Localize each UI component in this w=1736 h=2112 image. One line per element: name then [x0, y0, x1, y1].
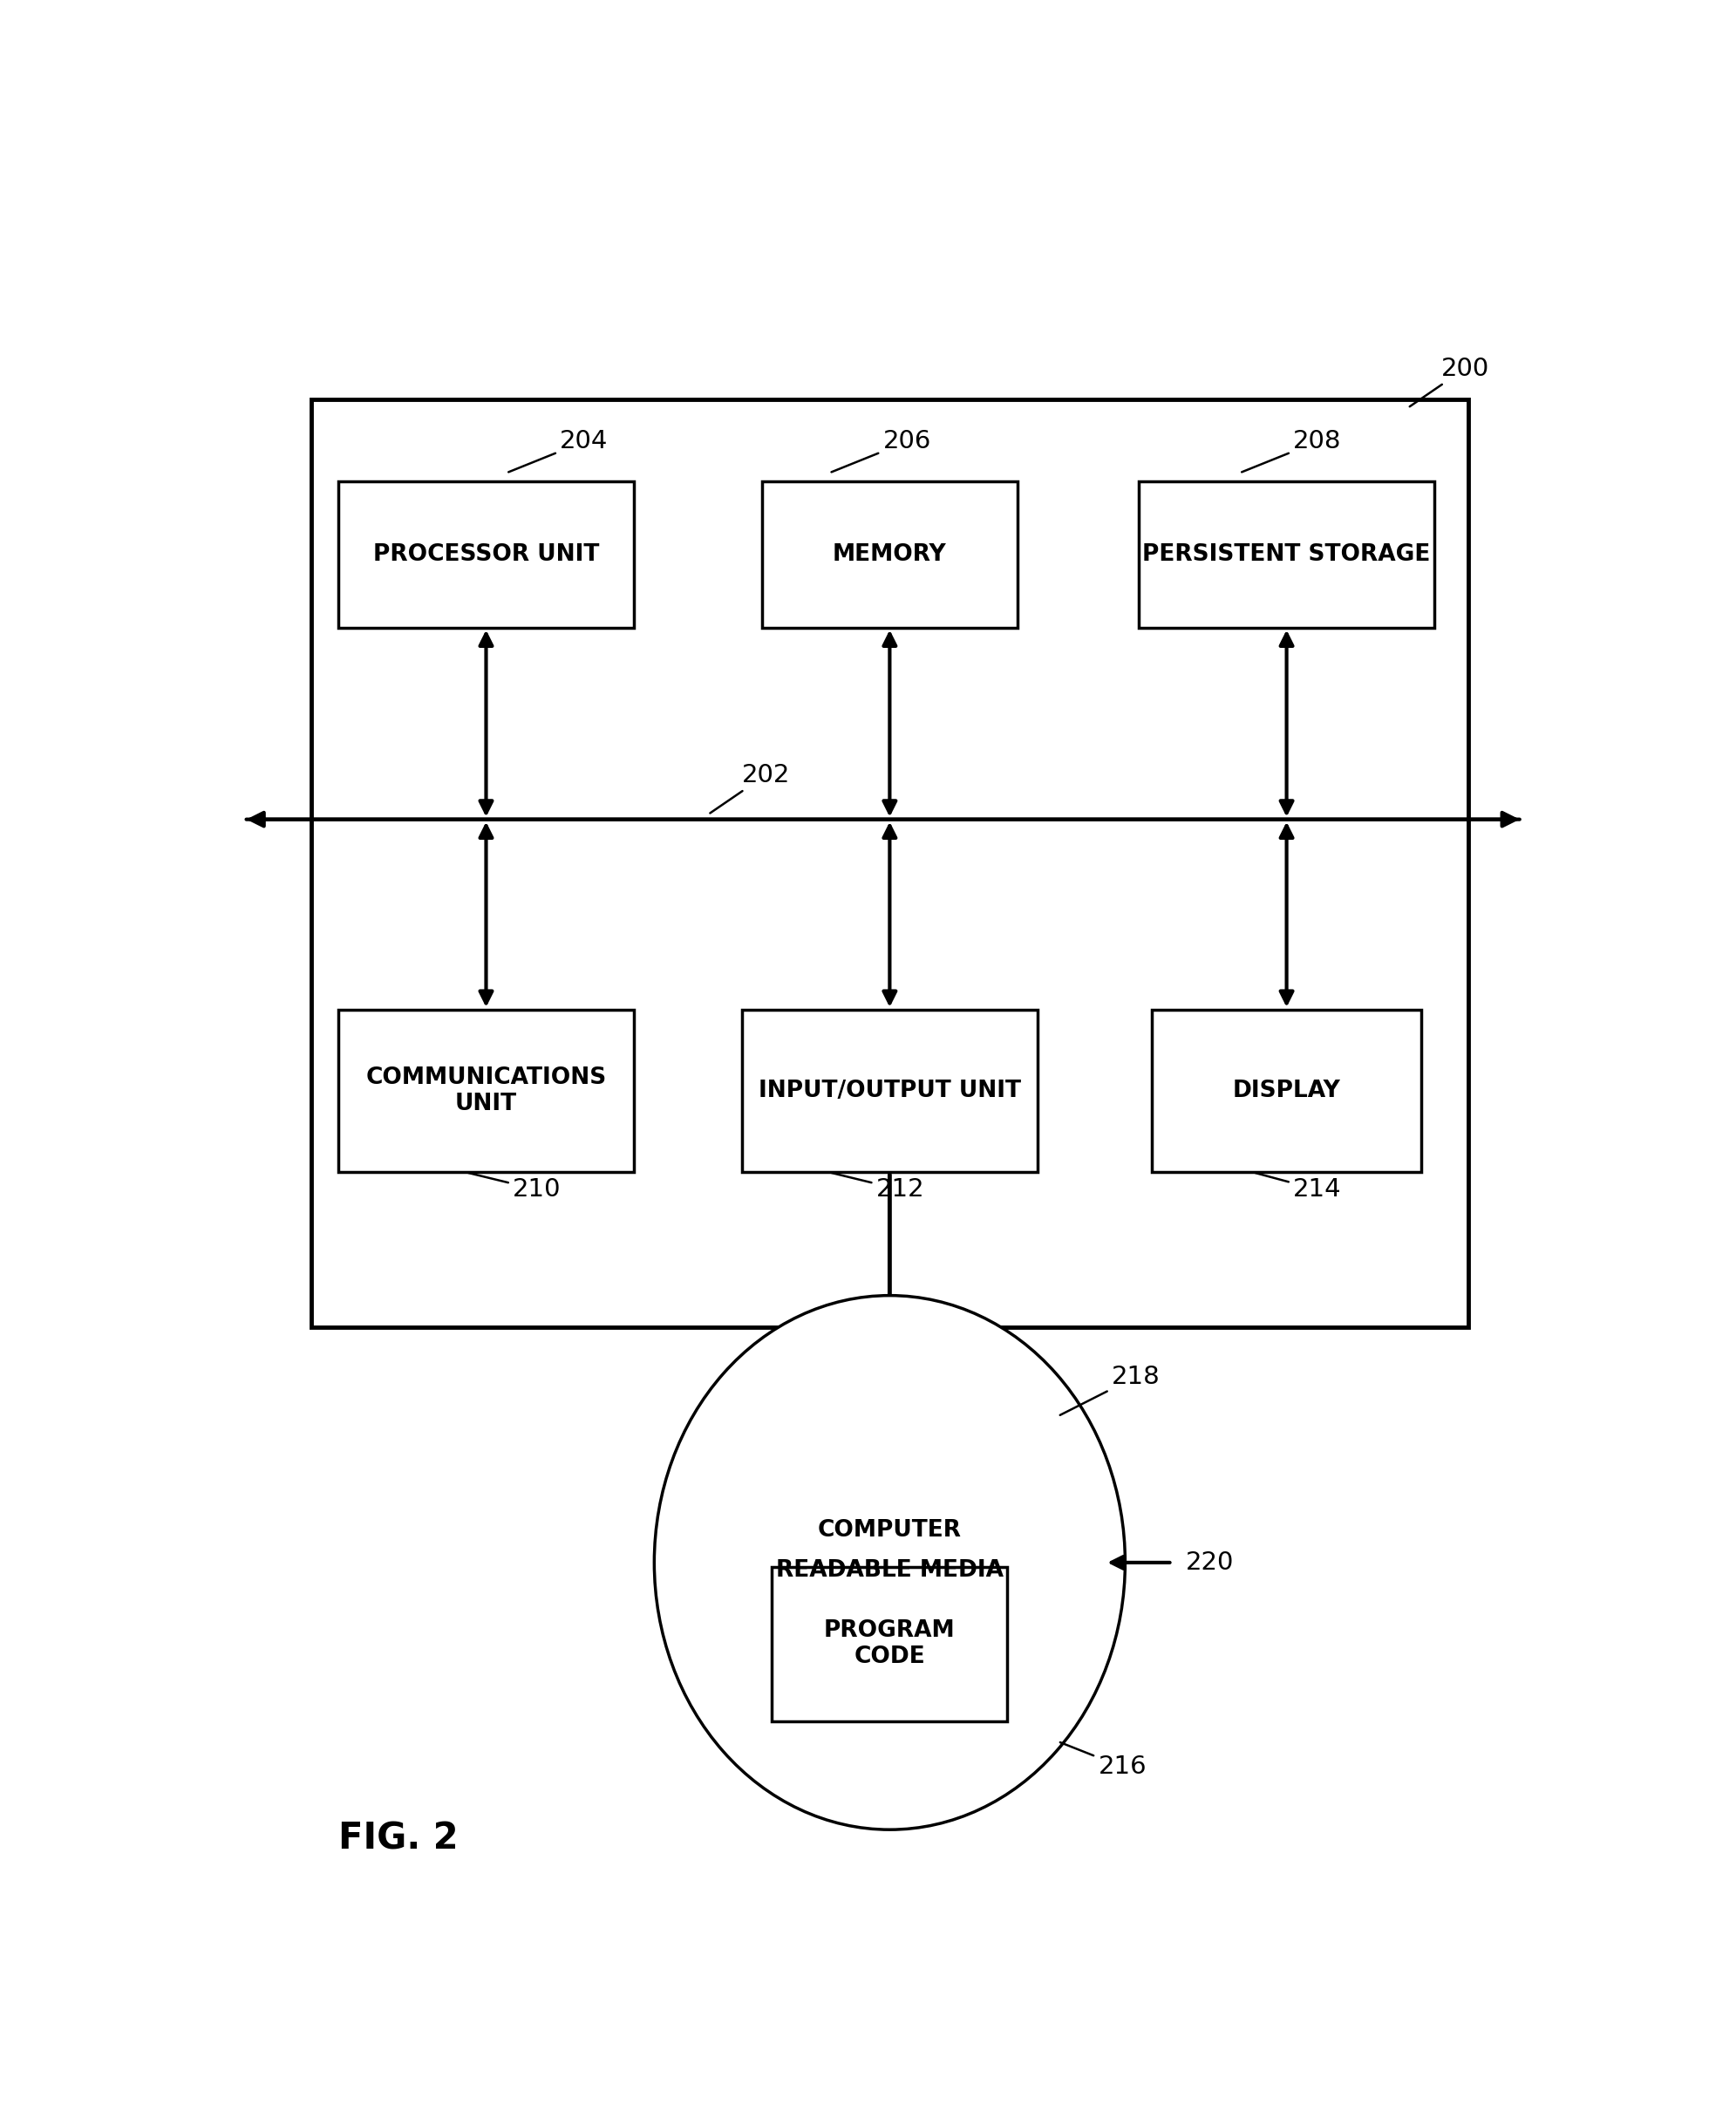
- Bar: [1153, 1010, 1422, 1172]
- Text: PERSISTENT STORAGE: PERSISTENT STORAGE: [1142, 543, 1430, 566]
- Text: PROCESSOR UNIT: PROCESSOR UNIT: [373, 543, 599, 566]
- Text: 210: 210: [469, 1172, 561, 1202]
- Text: 204: 204: [509, 429, 608, 473]
- Text: PROGRAM
CODE: PROGRAM CODE: [825, 1620, 955, 1668]
- Text: 216: 216: [1061, 1742, 1147, 1778]
- Bar: [311, 399, 1469, 1326]
- Bar: [762, 482, 1017, 627]
- Text: COMPUTER: COMPUTER: [818, 1519, 962, 1542]
- Text: DISPLAY: DISPLAY: [1233, 1079, 1340, 1102]
- Bar: [773, 1567, 1007, 1721]
- Bar: [1139, 482, 1434, 627]
- Text: COMMUNICATIONS
UNIT: COMMUNICATIONS UNIT: [366, 1067, 606, 1115]
- Text: MEMORY: MEMORY: [833, 543, 946, 566]
- Text: FIG. 2: FIG. 2: [339, 1821, 458, 1856]
- Bar: [339, 1010, 634, 1172]
- Text: 212: 212: [832, 1172, 925, 1202]
- Text: 202: 202: [710, 762, 790, 813]
- Bar: [339, 482, 634, 627]
- Text: 200: 200: [1410, 357, 1489, 408]
- Bar: [741, 1010, 1038, 1172]
- Text: 214: 214: [1255, 1172, 1342, 1202]
- Ellipse shape: [654, 1295, 1125, 1829]
- Text: 218: 218: [1061, 1364, 1160, 1415]
- Text: INPUT/OUTPUT UNIT: INPUT/OUTPUT UNIT: [759, 1079, 1021, 1102]
- Text: 206: 206: [832, 429, 930, 473]
- Text: 208: 208: [1241, 429, 1342, 473]
- Text: 220: 220: [1186, 1550, 1234, 1576]
- Text: READABLE MEDIA: READABLE MEDIA: [776, 1559, 1003, 1582]
